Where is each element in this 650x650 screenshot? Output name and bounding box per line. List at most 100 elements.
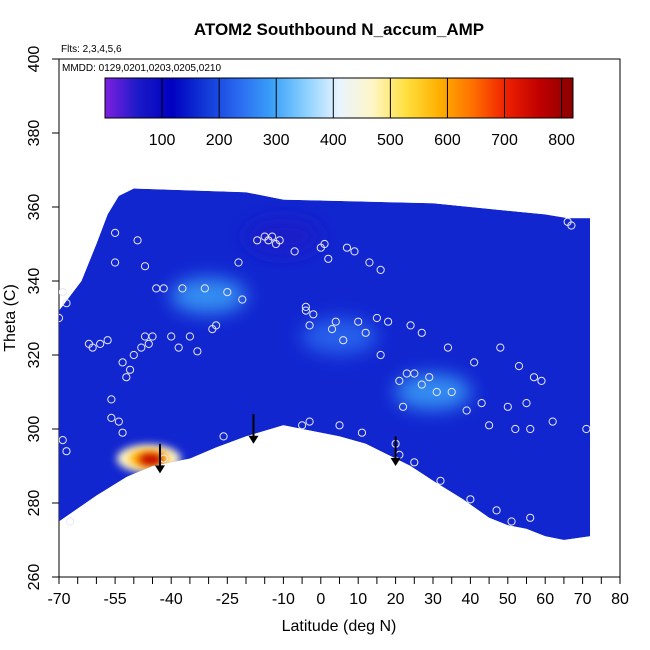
x-tick-label: 80 — [611, 591, 629, 608]
data-point — [118, 428, 127, 437]
flights-note: Flts: 2,3,4,5,6 — [61, 44, 122, 55]
data-point — [492, 506, 501, 515]
y-tick-label: 400 — [26, 46, 43, 73]
data-point — [301, 302, 310, 311]
data-point — [384, 317, 393, 326]
data-point — [503, 402, 512, 411]
data-point — [514, 362, 524, 371]
data-point — [350, 247, 359, 256]
x-tick-label: 70 — [574, 591, 592, 608]
data-point — [223, 288, 232, 297]
y-tick-label: 260 — [26, 564, 43, 591]
data-point — [290, 247, 299, 256]
data-point — [537, 376, 546, 385]
data-point — [140, 262, 150, 271]
data-point — [238, 295, 247, 304]
data-point — [103, 336, 112, 345]
colorbar-tick-label: 200 — [206, 132, 233, 149]
data-point — [96, 339, 105, 348]
colorbar: 100 200 300 400 500 600 700 800 — [104, 77, 575, 149]
data-point — [395, 376, 404, 385]
data-point — [511, 424, 520, 434]
data-point — [339, 336, 348, 345]
data-point — [107, 413, 116, 422]
data-point — [447, 387, 456, 397]
data-point — [526, 513, 535, 522]
data-point — [211, 321, 221, 330]
x-tick-label: 30 — [424, 591, 442, 608]
data-point — [125, 365, 135, 374]
x-tick-label: 10 — [349, 591, 367, 608]
data-point — [305, 417, 314, 426]
data-point — [59, 313, 64, 323]
data-point — [298, 421, 307, 430]
data-point — [485, 421, 494, 430]
data-point — [129, 350, 138, 360]
data-point — [107, 395, 116, 404]
colorbar-tick-label: 600 — [434, 132, 461, 149]
colorbar-tick-label: 100 — [149, 132, 176, 149]
data-point — [66, 517, 75, 526]
data-point — [62, 447, 71, 456]
arrow-head — [248, 435, 259, 444]
data-point — [436, 476, 445, 485]
data-point — [144, 339, 153, 348]
x-axis: -70 -55 -40 -25 -10 0 10 20 30 40 50 60 70 80 — [47, 576, 629, 608]
data-point — [148, 332, 157, 341]
data-point — [376, 350, 385, 360]
data-point — [410, 369, 419, 378]
data-point — [425, 373, 434, 382]
data-point — [174, 343, 183, 352]
data-point — [111, 258, 120, 267]
arrow-head — [154, 465, 165, 474]
data-point — [432, 387, 441, 397]
data-point — [185, 332, 194, 341]
data-point — [200, 284, 209, 293]
colorbar-gradient — [104, 77, 574, 119]
data-point — [466, 495, 475, 504]
chart-title: ATOM2 Southbound N_accum_AMP — [194, 20, 484, 39]
data-point — [567, 221, 576, 230]
y-tick-label: 380 — [26, 120, 43, 147]
data-point — [496, 343, 505, 352]
data-point — [470, 358, 479, 367]
y-tick-label: 300 — [26, 416, 43, 443]
colorbar-tick-label: 700 — [491, 132, 518, 149]
anomaly-region-mid-upper-band — [170, 277, 247, 314]
data-point — [309, 310, 318, 319]
x-tick-label: -40 — [160, 591, 183, 608]
x-tick-label: 50 — [499, 591, 517, 608]
data-point — [443, 343, 453, 352]
x-tick-label: -55 — [104, 591, 127, 608]
data-point — [193, 347, 202, 356]
heatmap-field — [59, 188, 591, 540]
colorbar-tick-label: 500 — [377, 132, 404, 149]
x-tick-label: 60 — [536, 591, 554, 608]
x-axis-title: Latitude (deg N) — [282, 618, 397, 635]
data-point — [324, 254, 333, 263]
data-point — [167, 332, 176, 341]
data-point — [331, 317, 340, 326]
data-point — [361, 328, 370, 337]
arrows — [154, 414, 401, 474]
data-point — [335, 421, 344, 430]
data-point — [376, 265, 385, 274]
data-point — [178, 284, 187, 293]
y-axis: 260 280 300 320 340 360 380 400 — [26, 46, 59, 591]
data-point — [507, 517, 516, 526]
data-point — [118, 358, 127, 367]
data-point — [114, 417, 123, 426]
data-point — [417, 328, 426, 337]
x-tick-label: 20 — [387, 591, 405, 608]
data-point — [582, 424, 591, 434]
colorbar-tick-label: 800 — [548, 132, 575, 149]
y-tick-label: 340 — [26, 268, 43, 295]
data-point — [234, 258, 243, 267]
data-point — [159, 284, 168, 293]
data-point — [122, 373, 131, 382]
y-tick-label: 280 — [26, 490, 43, 517]
colorbar-tick-label: 300 — [263, 132, 290, 149]
data-point — [365, 258, 374, 267]
data-points — [59, 217, 591, 526]
x-tick-label: -25 — [216, 591, 239, 608]
